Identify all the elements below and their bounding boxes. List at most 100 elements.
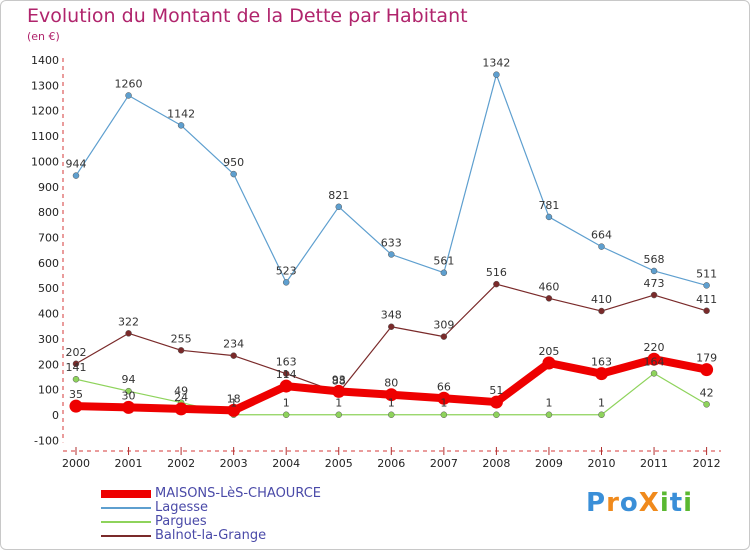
chart-subtitle: (en €) xyxy=(27,30,60,43)
legend-item: Balnot-la-Grange xyxy=(101,529,321,543)
legend-label: MAISONS-LèS-CHAOURCE xyxy=(155,486,321,501)
data-point-pargues xyxy=(493,411,500,418)
y-tick-label: 600 xyxy=(38,257,59,270)
proxiti-logo: ProXiti xyxy=(586,488,693,518)
data-label-balnot-la-grange: 516 xyxy=(486,266,507,279)
data-label-pargues: 49 xyxy=(174,385,188,398)
data-label-balnot-la-grange: 411 xyxy=(696,293,717,306)
legend-label: Lagesse xyxy=(155,500,209,515)
data-label-lagesse: 568 xyxy=(644,253,665,266)
data-label-balnot-la-grange: 234 xyxy=(223,338,244,351)
data-point-maisons-l-s-chaource xyxy=(647,352,661,366)
data-point-maisons-l-s-chaource xyxy=(489,395,503,409)
x-tick-label: 2005 xyxy=(325,457,353,470)
data-label-balnot-la-grange: 163 xyxy=(276,356,297,369)
data-label-lagesse: 1142 xyxy=(167,107,195,120)
legend-item: Lagesse xyxy=(101,501,321,515)
data-point-maisons-l-s-chaource xyxy=(174,402,188,416)
y-tick-label: 500 xyxy=(38,282,59,295)
data-label-maisons-l-s-chaource: 163 xyxy=(591,356,612,369)
data-label-maisons-l-s-chaource: 51 xyxy=(489,384,503,397)
data-point-maisons-l-s-chaource xyxy=(595,367,608,381)
data-label-balnot-la-grange: 88 xyxy=(332,375,346,388)
data-point-pargues xyxy=(440,411,448,418)
x-tick-label: 2000 xyxy=(62,457,90,470)
logo-letter: X xyxy=(638,488,660,518)
y-tick-label: -100 xyxy=(34,434,59,447)
data-label-maisons-l-s-chaource: 114 xyxy=(276,368,297,381)
data-point-pargues xyxy=(125,387,132,395)
data-point-lagesse xyxy=(230,170,237,178)
data-label-lagesse: 944 xyxy=(66,158,87,171)
logo-letter: i xyxy=(683,488,694,518)
data-point-pargues xyxy=(282,411,290,418)
legend-label: Pargues xyxy=(155,514,207,529)
data-point-pargues xyxy=(388,411,395,418)
data-point-lagesse xyxy=(125,92,132,99)
chart-title: Evolution du Montant de la Dette par Hab… xyxy=(27,5,468,27)
data-label-pargues: 1 xyxy=(545,397,552,410)
data-label-balnot-la-grange: 255 xyxy=(171,332,192,345)
legend-swatch xyxy=(101,521,151,523)
data-point-pargues xyxy=(545,411,553,418)
legend-swatch xyxy=(101,507,151,509)
data-point-lagesse xyxy=(650,267,658,275)
data-label-pargues: 141 xyxy=(66,361,87,374)
data-point-balnot-la-grange xyxy=(72,360,80,368)
y-tick-label: 200 xyxy=(38,358,59,371)
data-point-pargues xyxy=(598,411,605,418)
x-tick-label: 2003 xyxy=(220,457,248,470)
data-point-lagesse xyxy=(335,203,342,211)
x-tick-label: 2011 xyxy=(640,457,668,470)
data-label-lagesse: 664 xyxy=(591,229,612,242)
data-label-maisons-l-s-chaource: 205 xyxy=(538,345,559,358)
y-tick-label: 800 xyxy=(38,206,59,219)
data-label-maisons-l-s-chaource: 66 xyxy=(437,380,451,393)
y-tick-label: 1100 xyxy=(31,130,59,143)
data-label-lagesse: 1260 xyxy=(115,77,143,90)
data-label-maisons-l-s-chaource: 35 xyxy=(69,388,83,401)
x-tick-label: 2007 xyxy=(430,457,458,470)
x-tick-label: 2006 xyxy=(377,457,405,470)
data-point-lagesse xyxy=(493,71,500,78)
data-point-maisons-l-s-chaource xyxy=(700,363,714,377)
data-label-maisons-l-s-chaource: 93 xyxy=(332,373,346,386)
data-point-lagesse xyxy=(72,172,80,179)
data-point-balnot-la-grange xyxy=(650,291,658,299)
data-label-balnot-la-grange: 202 xyxy=(66,346,87,359)
data-label-balnot-la-grange: 460 xyxy=(538,280,559,293)
data-label-maisons-l-s-chaource: 179 xyxy=(696,352,717,365)
logo-letter: o xyxy=(619,488,639,518)
y-tick-label: 700 xyxy=(38,231,59,244)
data-label-maisons-l-s-chaource: 30 xyxy=(122,389,136,402)
legend-swatch xyxy=(101,490,151,498)
data-label-pargues: 1 xyxy=(440,397,447,410)
y-tick-label: 1000 xyxy=(31,155,59,168)
data-point-lagesse xyxy=(545,213,553,221)
data-point-lagesse xyxy=(703,282,710,289)
data-label-lagesse: 950 xyxy=(223,156,244,169)
data-point-balnot-la-grange xyxy=(545,295,553,302)
x-tick-label: 2008 xyxy=(482,457,510,470)
data-label-lagesse: 561 xyxy=(433,255,454,268)
x-tick-label: 2004 xyxy=(272,457,300,470)
logo-letter: t xyxy=(669,488,684,518)
data-label-maisons-l-s-chaource: 220 xyxy=(644,341,665,354)
data-label-pargues: 1 xyxy=(598,397,605,410)
legend-item: MAISONS-LèS-CHAOURCE xyxy=(101,487,321,501)
data-point-lagesse xyxy=(598,243,605,250)
data-label-balnot-la-grange: 309 xyxy=(433,319,454,332)
data-point-balnot-la-grange xyxy=(493,280,500,288)
y-tick-label: 1200 xyxy=(31,105,59,118)
data-point-balnot-la-grange xyxy=(703,307,710,315)
data-label-pargues: 42 xyxy=(700,386,714,399)
y-tick-label: 100 xyxy=(38,384,59,397)
data-label-pargues: 1 xyxy=(283,397,290,410)
data-point-maisons-l-s-chaource xyxy=(227,403,241,417)
y-tick-label: 900 xyxy=(38,181,59,194)
data-point-lagesse xyxy=(177,122,185,129)
data-point-maisons-l-s-chaource xyxy=(122,400,136,414)
y-tick-label: 300 xyxy=(38,333,59,346)
